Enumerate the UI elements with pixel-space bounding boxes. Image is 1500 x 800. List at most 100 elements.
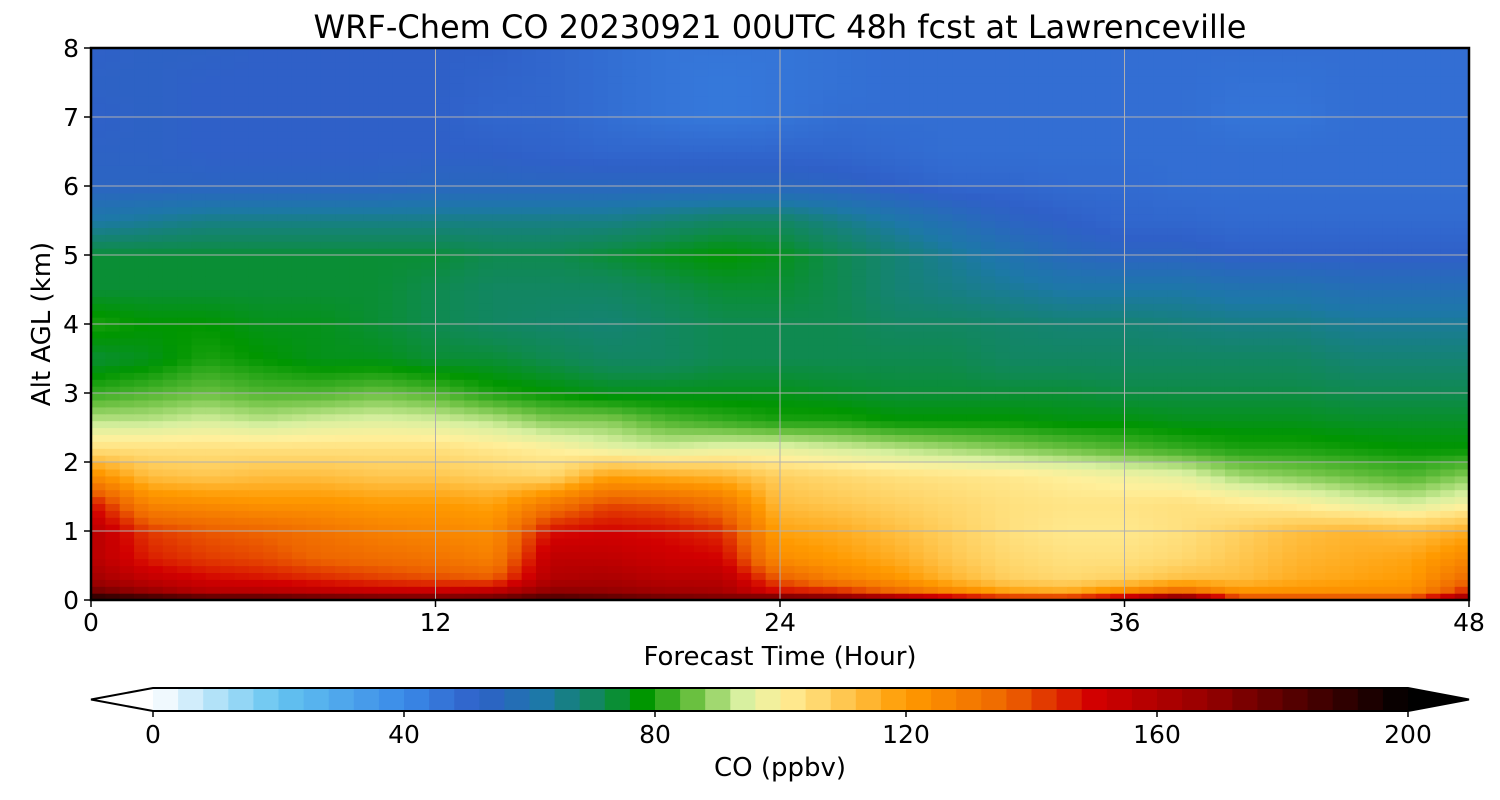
heatmap-cell bbox=[1196, 406, 1212, 415]
heatmap-cell bbox=[378, 289, 394, 297]
heatmap-cell bbox=[148, 531, 164, 539]
heatmap-cell bbox=[579, 496, 594, 504]
heatmap-cell bbox=[1138, 517, 1154, 525]
heatmap-cell bbox=[693, 261, 709, 270]
heatmap-cell bbox=[277, 489, 293, 498]
heatmap-cell bbox=[1253, 441, 1269, 449]
heatmap-cell bbox=[823, 255, 839, 263]
heatmap-cell bbox=[1009, 455, 1025, 463]
heatmap-cell bbox=[220, 503, 236, 511]
heatmap-cell bbox=[392, 289, 408, 297]
heatmap-cell bbox=[392, 448, 408, 456]
heatmap-cell bbox=[1210, 448, 1226, 456]
heatmap-cell bbox=[1282, 282, 1298, 291]
heatmap-cell bbox=[851, 496, 867, 504]
heatmap-cell bbox=[492, 351, 508, 360]
heatmap-cell bbox=[1325, 289, 1341, 297]
heatmap-cell bbox=[277, 537, 293, 546]
heatmap-cell bbox=[220, 510, 236, 518]
heatmap-cell bbox=[492, 255, 508, 263]
heatmap-cell bbox=[665, 255, 681, 263]
heatmap-cell bbox=[535, 482, 551, 491]
heatmap-cell bbox=[1181, 489, 1197, 498]
heatmap-cell bbox=[880, 413, 896, 422]
heatmap-cell bbox=[220, 544, 236, 553]
heatmap-cell bbox=[277, 282, 293, 291]
heatmap-cell bbox=[507, 593, 523, 601]
heatmap-cell bbox=[937, 296, 953, 304]
heatmap-cell bbox=[1296, 358, 1312, 366]
heatmap-cell bbox=[1052, 386, 1068, 394]
heatmap-cell bbox=[880, 537, 896, 546]
heatmap-cell bbox=[937, 330, 953, 339]
heatmap-cell bbox=[349, 448, 365, 456]
heatmap-cell bbox=[607, 448, 623, 456]
heatmap-cell bbox=[980, 475, 996, 484]
heatmap-cell bbox=[1382, 482, 1398, 491]
heatmap-cell bbox=[1411, 255, 1427, 263]
heatmap-cell bbox=[1296, 399, 1312, 408]
heatmap-cell bbox=[550, 455, 566, 463]
heatmap-cell bbox=[1339, 489, 1355, 498]
heatmap-cell bbox=[421, 448, 437, 456]
heatmap-cell bbox=[751, 441, 767, 449]
heatmap-cell bbox=[1440, 413, 1456, 422]
heatmap-cell bbox=[1325, 317, 1341, 325]
heatmap-cell bbox=[234, 462, 250, 470]
heatmap-cell bbox=[851, 413, 867, 422]
heatmap-cell bbox=[851, 434, 867, 442]
heatmap-cell bbox=[392, 565, 408, 573]
heatmap-cell bbox=[1368, 441, 1384, 449]
heatmap-cell bbox=[1325, 489, 1341, 498]
heatmap-cell bbox=[550, 282, 566, 291]
heatmap-cell bbox=[162, 503, 178, 511]
heatmap-cell bbox=[220, 268, 236, 277]
heatmap-cell bbox=[880, 379, 896, 387]
heatmap-cell bbox=[349, 579, 365, 587]
heatmap-cell bbox=[1282, 268, 1298, 277]
heatmap-cell bbox=[679, 496, 695, 504]
heatmap-cell bbox=[363, 565, 379, 573]
heatmap-cell bbox=[105, 586, 121, 594]
heatmap-cell bbox=[1454, 462, 1470, 470]
heatmap-cell bbox=[177, 593, 193, 601]
heatmap-cell bbox=[765, 420, 781, 429]
heatmap-cell bbox=[851, 537, 867, 546]
heatmap-cell bbox=[105, 441, 121, 449]
heatmap-cell bbox=[1095, 455, 1111, 463]
heatmap-cell bbox=[1124, 413, 1140, 422]
heatmap-cell bbox=[1411, 551, 1427, 560]
heatmap-cell bbox=[105, 351, 121, 360]
heatmap-cell bbox=[708, 282, 724, 291]
heatmap-cell bbox=[492, 544, 508, 553]
heatmap-cell bbox=[1296, 537, 1312, 546]
heatmap-cell bbox=[1081, 510, 1097, 518]
heatmap-cell bbox=[119, 531, 135, 539]
heatmap-cell bbox=[952, 517, 968, 525]
heatmap-cell bbox=[535, 448, 551, 456]
heatmap-cell bbox=[952, 558, 968, 567]
heatmap-cell bbox=[1339, 386, 1355, 394]
heatmap-cell bbox=[435, 393, 451, 401]
heatmap-cell bbox=[622, 351, 638, 360]
heatmap-cell bbox=[134, 558, 150, 567]
heatmap-cell bbox=[679, 565, 695, 573]
heatmap-cell bbox=[177, 579, 193, 587]
heatmap-cell bbox=[966, 358, 982, 366]
heatmap-cell bbox=[851, 282, 867, 291]
heatmap-cell bbox=[449, 289, 465, 297]
heatmap-cell bbox=[1067, 393, 1083, 401]
heatmap-cell bbox=[980, 565, 996, 573]
heatmap-cell bbox=[923, 324, 939, 332]
heatmap-cell bbox=[550, 496, 566, 504]
heatmap-cell bbox=[234, 282, 250, 291]
heatmap-cell bbox=[363, 268, 379, 277]
heatmap-cell bbox=[421, 434, 437, 442]
heatmap-cell bbox=[966, 420, 982, 429]
heatmap-cell bbox=[894, 248, 910, 256]
heatmap-cell bbox=[119, 406, 135, 415]
heatmap-cell bbox=[478, 462, 494, 470]
heatmap-cell bbox=[765, 372, 781, 380]
heatmap-cell bbox=[521, 579, 537, 587]
heatmap-cell bbox=[851, 579, 867, 587]
